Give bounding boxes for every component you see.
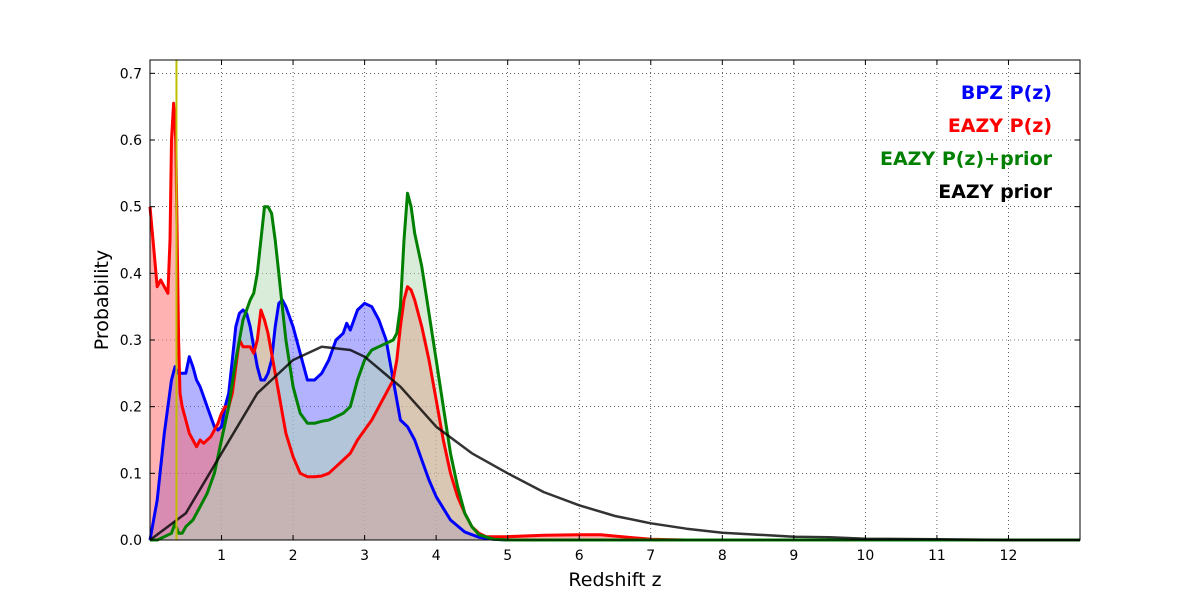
- eazy-p-z-line: [148, 101, 1080, 542]
- x-tick-label: 10: [856, 548, 874, 564]
- y-tick-label: 0.2: [120, 400, 142, 416]
- x-tick-label: 5: [503, 548, 512, 564]
- legend: BPZ P(z) EAZY P(z) EAZY P(z)+prior EAZY pri…: [880, 82, 1053, 203]
- y-tick-label: 0.6: [120, 133, 142, 149]
- x-tick-label: 1: [217, 548, 226, 564]
- x-tick-label: 4: [432, 548, 441, 564]
- x-tick-label: 11: [928, 548, 946, 564]
- eazy-p-z-prior-area: [150, 193, 1080, 541]
- plot-frame: [149, 59, 1081, 541]
- series-lines: [148, 101, 1080, 542]
- x-tick-label: 3: [360, 548, 369, 564]
- legend-entry: BPZ P(z): [961, 82, 1052, 104]
- y-tick-label: 0.5: [120, 200, 142, 216]
- y-tick-label: 0.3: [120, 333, 142, 349]
- y-axis-label: Probability: [91, 250, 113, 350]
- x-tick-label: 9: [789, 548, 798, 564]
- eazy-p-z-prior-line: [150, 191, 1080, 542]
- legend-entry: EAZY prior: [938, 181, 1052, 203]
- series-fills: [150, 103, 1080, 541]
- y-tick-label: 0.4: [120, 266, 142, 282]
- eazy-prior-line: [149, 345, 1080, 542]
- x-axis-label: Redshift z: [568, 569, 661, 591]
- legend-entry: EAZY P(z): [948, 115, 1052, 137]
- x-tick-label: 6: [575, 548, 584, 564]
- axis-ticks: 1 2 3 4 5 6 7 8 9 10 11 120.00.10.20.30.40.50.60.7: [120, 60, 1080, 564]
- x-tick-label: 7: [646, 548, 655, 564]
- y-tick-label: 0.1: [120, 466, 142, 482]
- y-tick-label: 0.0: [120, 533, 142, 549]
- x-tick-label: 12: [1000, 548, 1018, 564]
- bpz-p-z-line: [148, 298, 1080, 542]
- y-tick-label: 0.7: [120, 66, 142, 82]
- x-tick-label: 2: [289, 548, 298, 564]
- legend-entry: EAZY P(z)+prior: [880, 148, 1053, 170]
- x-tick-label: 8: [718, 548, 727, 564]
